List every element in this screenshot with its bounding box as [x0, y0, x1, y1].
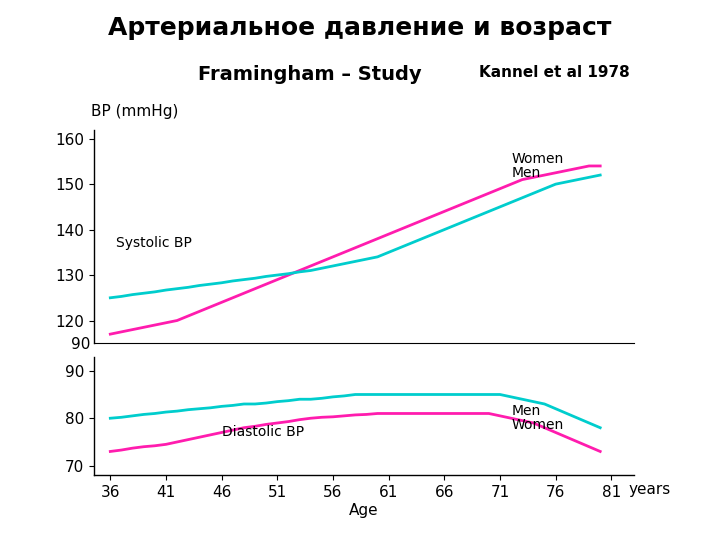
Text: Men: Men	[511, 166, 541, 180]
Text: Women: Women	[511, 152, 563, 166]
Text: Kannel et al 1978: Kannel et al 1978	[479, 65, 630, 80]
Text: Men: Men	[511, 404, 541, 418]
Text: Diastolic BP: Diastolic BP	[222, 426, 304, 440]
Text: Артериальное давление и возраст: Артериальное давление и возраст	[108, 16, 612, 40]
Text: years: years	[628, 482, 670, 497]
Text: BP (mmHg): BP (mmHg)	[91, 104, 179, 119]
X-axis label: Age: Age	[348, 503, 379, 518]
Text: Systolic BP: Systolic BP	[116, 236, 192, 250]
Text: Framingham – Study: Framingham – Study	[198, 65, 421, 84]
Text: Women: Women	[511, 418, 563, 433]
Text: 90: 90	[71, 337, 90, 352]
